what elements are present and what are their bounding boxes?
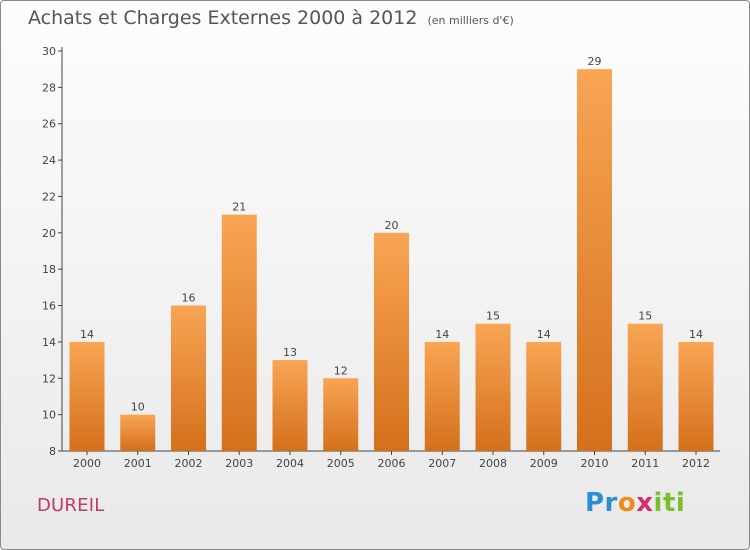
y-tick-label: 20 xyxy=(42,227,56,240)
bar-value-label: 15 xyxy=(486,310,500,323)
bar-value-label: 12 xyxy=(334,364,348,377)
bar xyxy=(69,341,105,451)
x-tick-label: 2000 xyxy=(73,457,101,470)
y-tick-label: 28 xyxy=(42,81,56,94)
x-tick-label: 2011 xyxy=(631,457,659,470)
y-tick-label: 12 xyxy=(42,372,56,385)
bar-value-label: 16 xyxy=(182,292,196,305)
y-tick-label: 26 xyxy=(42,118,56,131)
bar xyxy=(577,69,612,451)
y-tick-label: 10 xyxy=(42,409,56,422)
bar xyxy=(526,341,562,451)
x-tick-label: 2004 xyxy=(276,457,304,470)
y-tick-label: 18 xyxy=(42,263,56,276)
bar xyxy=(678,341,714,451)
x-tick-label: 2009 xyxy=(530,457,558,470)
x-tick-label: 2010 xyxy=(581,457,609,470)
brand-part-2: o xyxy=(617,488,637,518)
bar-value-label: 21 xyxy=(232,201,246,214)
x-tick-label: 2003 xyxy=(225,457,253,470)
bar xyxy=(171,305,206,451)
x-tick-label: 2002 xyxy=(175,457,203,470)
x-tick-label: 2012 xyxy=(682,457,710,470)
bar xyxy=(374,232,409,451)
bar-value-label: 29 xyxy=(588,55,602,68)
brand-part-4: iti xyxy=(653,488,686,518)
chart-subtitle: (en milliers d'€) xyxy=(427,14,514,27)
x-tick-label: 2001 xyxy=(124,457,152,470)
bar xyxy=(627,323,663,451)
y-tick-label: 14 xyxy=(42,336,56,349)
bar xyxy=(424,341,460,451)
y-tick-label: 30 xyxy=(42,45,56,58)
bar xyxy=(323,378,359,451)
x-tick-label: 2007 xyxy=(428,457,456,470)
bar xyxy=(120,414,156,451)
brand-part-3: x xyxy=(636,488,654,518)
bar-value-label: 10 xyxy=(131,401,145,414)
y-tick-label: 22 xyxy=(42,190,56,203)
brand-logo: Proxiti xyxy=(585,488,685,518)
bar-value-label: 20 xyxy=(385,219,399,232)
brand-part-1: Pr xyxy=(585,488,618,518)
chart-title-text: Achats et Charges Externes 2000 à 2012 xyxy=(28,7,418,29)
bar-value-label: 14 xyxy=(435,328,449,341)
bar xyxy=(475,323,511,451)
x-tick-label: 2006 xyxy=(378,457,406,470)
bar-value-label: 13 xyxy=(283,346,297,359)
place-name: DUREIL xyxy=(37,495,105,516)
y-tick-label: 24 xyxy=(42,154,56,167)
bar-value-label: 14 xyxy=(537,328,551,341)
y-tick-label: 16 xyxy=(42,300,56,313)
bar-value-label: 14 xyxy=(80,328,94,341)
chart-title: Achats et Charges Externes 2000 à 2012 (e… xyxy=(28,7,514,29)
bar xyxy=(221,214,257,451)
bar-value-label: 15 xyxy=(638,310,652,323)
bar xyxy=(272,360,308,451)
x-tick-label: 2005 xyxy=(327,457,355,470)
x-tick-label: 2008 xyxy=(479,457,507,470)
y-tick-label: 8 xyxy=(49,445,56,458)
bar-value-label: 14 xyxy=(689,328,703,341)
